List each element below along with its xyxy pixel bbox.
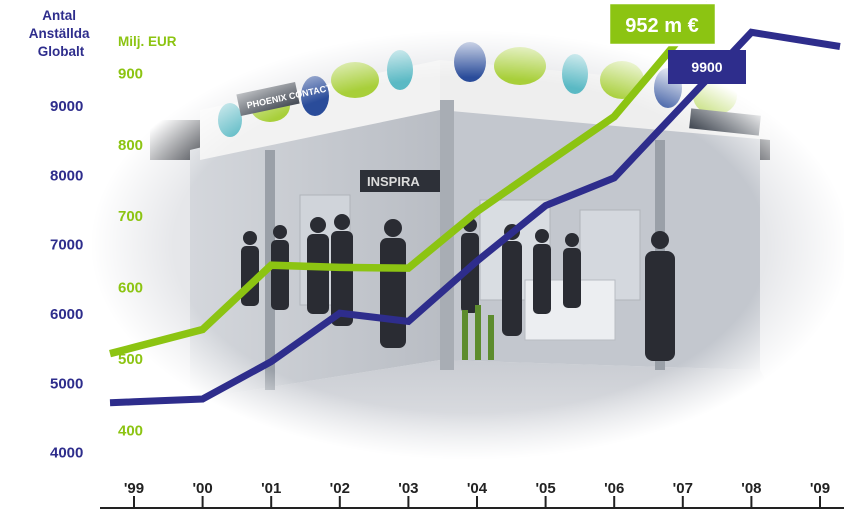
employees-tick-label: 7000 [50,237,83,254]
employees-tick-label: 5000 [50,375,83,392]
employees-series-line [109,28,841,407]
revenue-tick-label: 500 [118,351,143,368]
revenue-series-line [109,1,712,358]
booth-sign-inspira: INSPIRA [367,174,420,189]
x-tick-label: '06 [604,480,624,497]
x-tick-label: '99 [124,480,144,497]
employees-tick-label: 8000 [50,167,83,184]
x-axis: '99 '00 '01 '02 '03 '04 '05 '06 '07 '08 '09 [100,480,844,509]
series-layer [109,1,841,407]
employees-tick-labels: 4000 5000 6000 7000 8000 9000 [50,98,83,462]
revenue-tick-label: 400 [118,423,143,440]
revenue-callout-label: 952 m € [625,15,698,37]
x-tick-label: '09 [810,480,830,497]
revenue-tick-label: 700 [118,208,143,225]
x-tick-label: '08 [741,480,761,497]
x-tick-label: '04 [467,480,488,497]
employees-callout: 9900 [668,50,746,84]
revenue-tick-label: 600 [118,280,143,297]
x-tick-label: '07 [673,480,693,497]
revenue-callout: 952 m € [607,1,718,47]
employees-tick-label: 6000 [50,306,83,323]
x-tick-label: '02 [330,480,350,497]
x-tick-label: '05 [535,480,555,497]
x-tick-label: '01 [261,480,281,497]
revenue-tick-label: 800 [118,137,143,154]
employees-axis-title: Antal Anställda Globalt [29,8,94,59]
revenue-axis-title: Milj. EUR [118,34,177,49]
revenue-tick-label: 900 [118,65,143,82]
employees-tick-label: 4000 [50,445,83,462]
x-tick-label: '03 [398,480,418,497]
x-tick-label: '00 [192,480,212,497]
revenue-tick-labels: 400 500 600 700 800 900 [118,65,143,439]
employees-callout-label: 9900 [691,59,722,75]
background-photo: PHOENIX CONTACT INSPIRA [90,30,844,470]
employees-tick-label: 9000 [50,98,83,115]
